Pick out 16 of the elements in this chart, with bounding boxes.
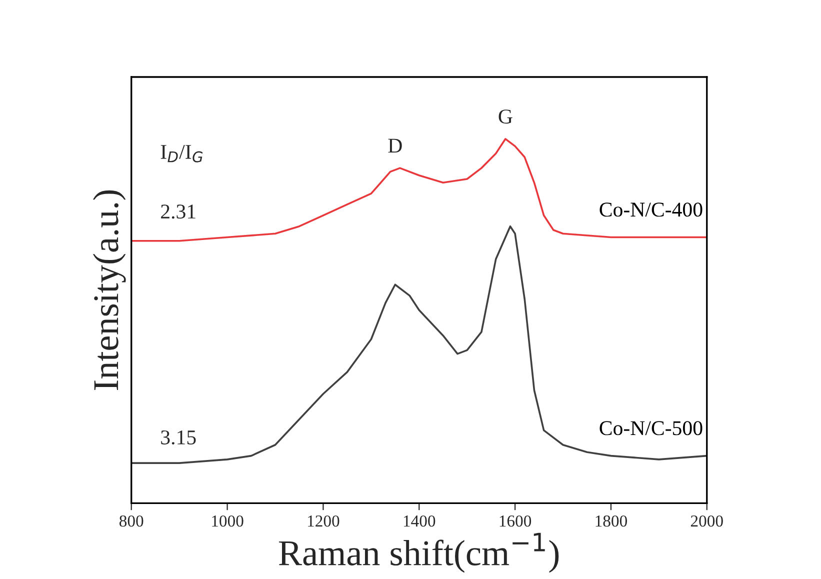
x-tick-label: 1600	[500, 515, 532, 527]
x-tick-label: 2000	[690, 515, 723, 527]
annotation: G	[498, 110, 512, 124]
series-label: Co-N/C-500	[600, 421, 702, 436]
annotation: 2.31	[161, 204, 196, 219]
x-tick-label: 1400	[404, 515, 436, 527]
x-tick-label: 800	[119, 515, 144, 527]
series-label: Co-N/C-400	[600, 202, 702, 217]
x-tick-label: 1200	[308, 515, 340, 527]
annotation: I$_{D}$/I$_{G}$	[160, 144, 203, 162]
x-axis-title: Raman shift(cm$^{−1}$)	[278, 532, 559, 573]
annotation: 3.15	[161, 430, 196, 445]
y-axis-title: Intensity(a.u.)	[92, 190, 126, 390]
annotation: D	[388, 138, 402, 153]
x-tick-label: 1000	[212, 515, 244, 527]
x-tick-label: 1800	[596, 515, 627, 527]
